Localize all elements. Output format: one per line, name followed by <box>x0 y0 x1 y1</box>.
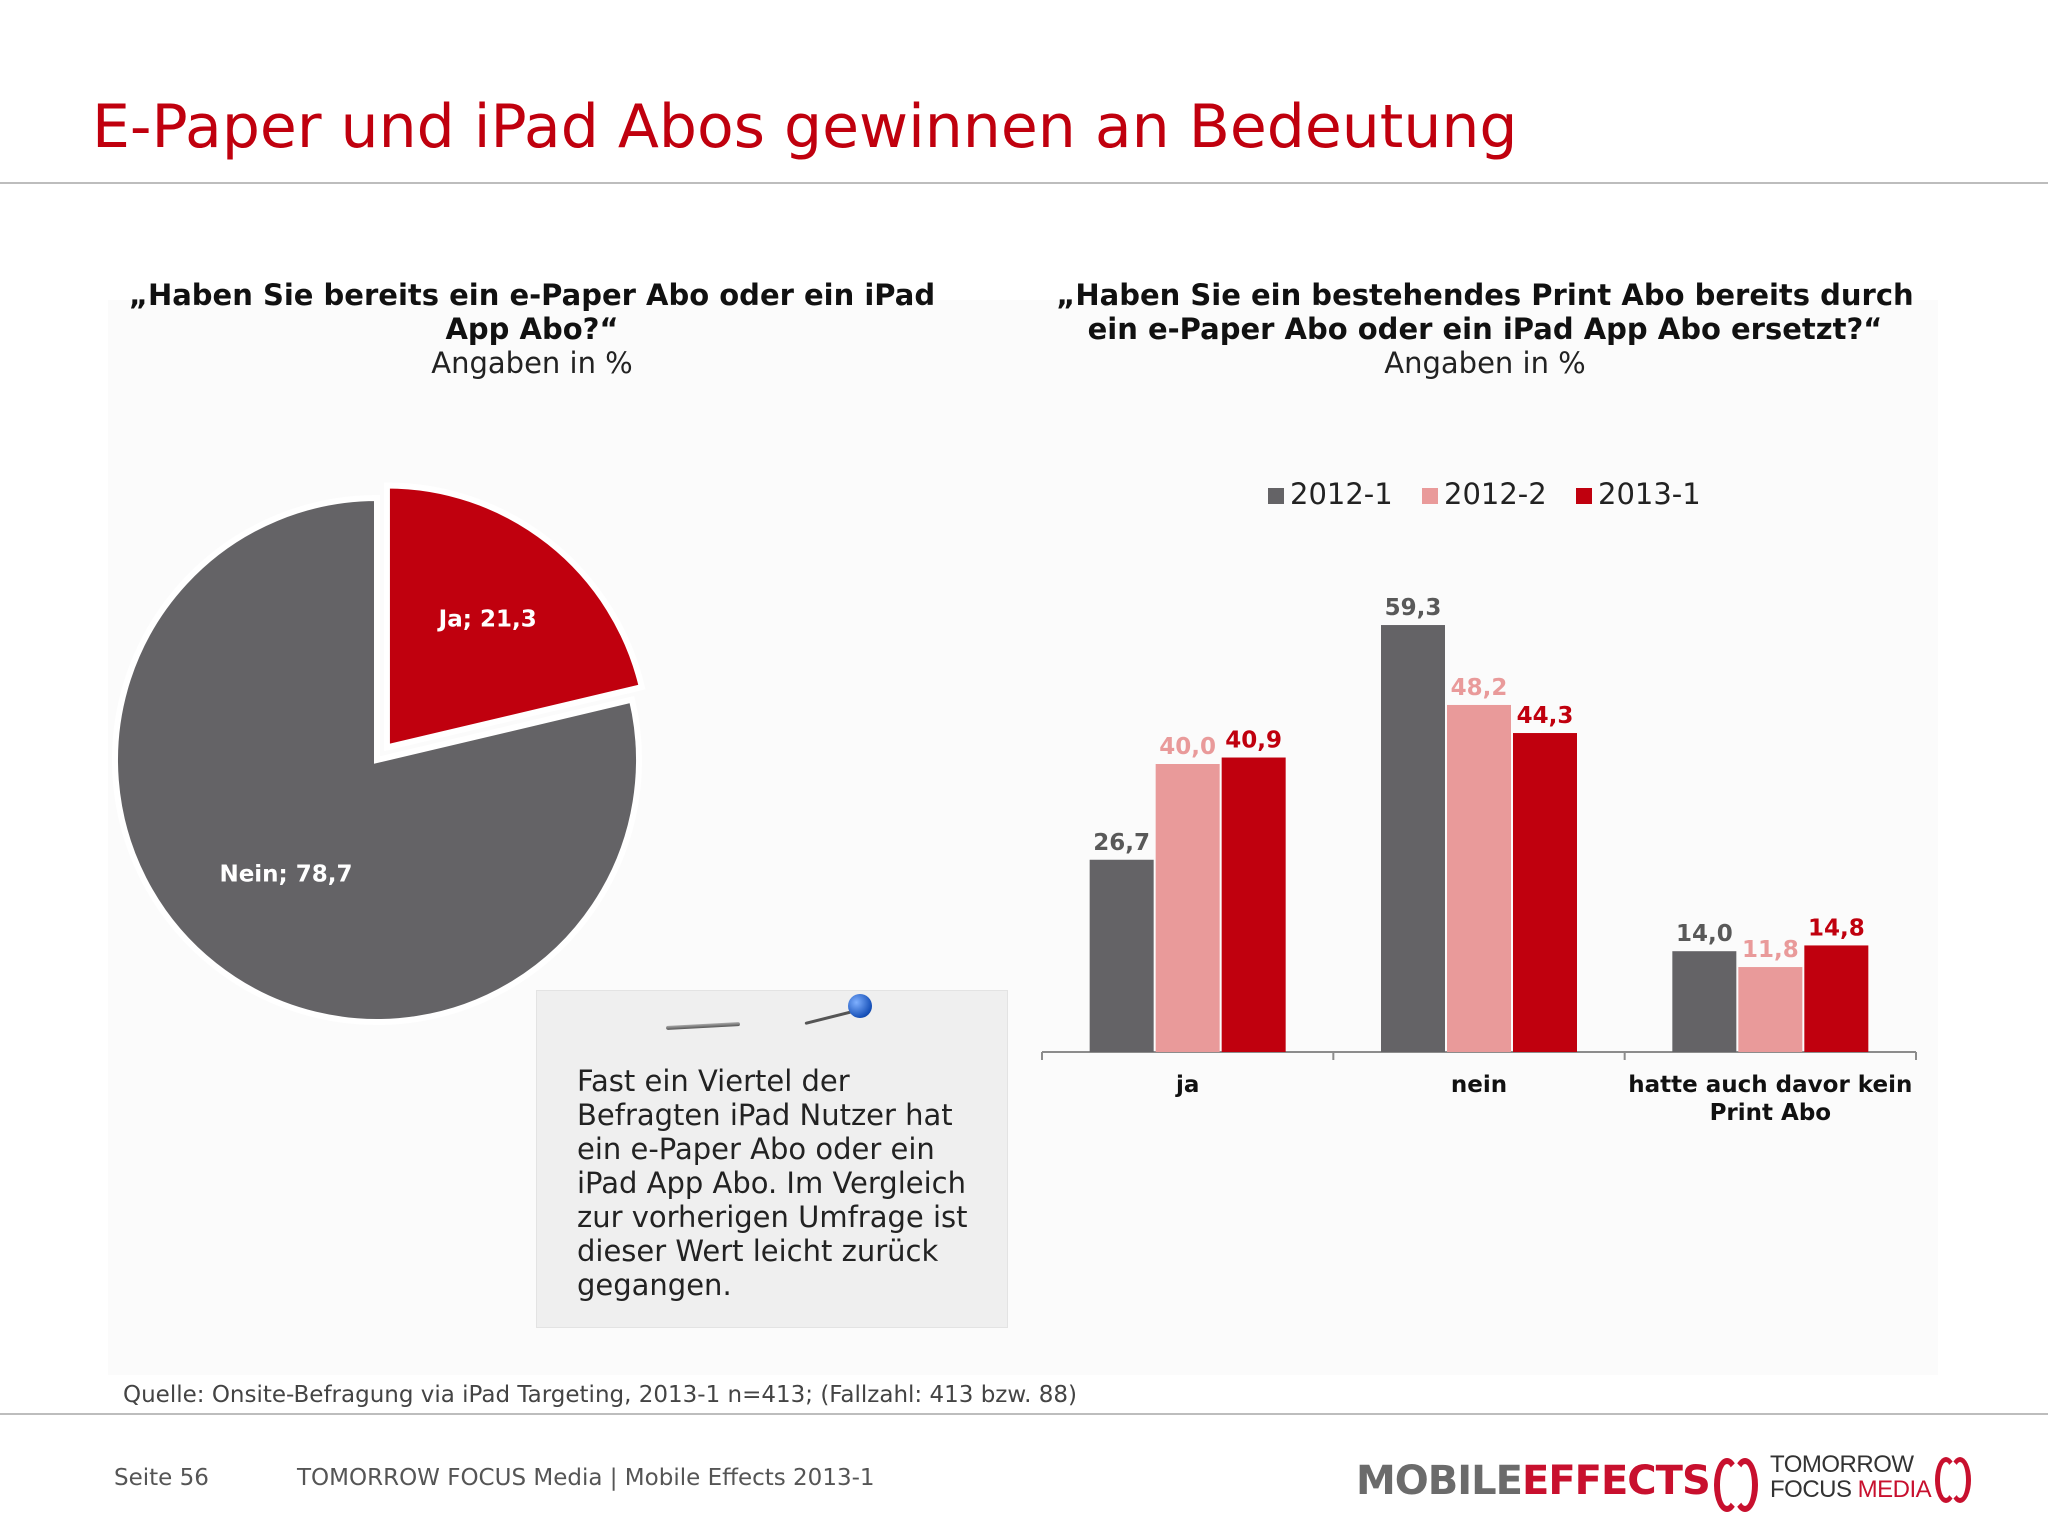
pie-slice-nein <box>112 494 642 1025</box>
bar-value-label: 40,0 <box>1159 734 1216 760</box>
legend-label-2013-1: 2013-1 <box>1598 477 1701 511</box>
tomorrow-focus-logo: TOMORROW FOCUS MEDIA <box>1770 1452 1972 1503</box>
bar-value-label: 14,8 <box>1808 915 1865 941</box>
bar-value-label: 48,2 <box>1451 675 1508 701</box>
legend-swatch-2012-2 <box>1422 488 1438 504</box>
note-text: Fast ein Viertel der Befragten iPad Nutz… <box>577 1064 968 1302</box>
bar-question-unit: Angaben in % <box>1384 346 1586 380</box>
pie-chart: Ja; 21,3 Nein; 78,7 <box>112 482 646 1025</box>
title-divider <box>0 182 2048 184</box>
x-tick-label: Print Abo <box>1710 1100 1832 1126</box>
pie-question-unit: Angaben in % <box>431 346 633 380</box>
bar-chart: 26,7 40,0 40,9 ja 59,3 48,2 44,3 nein 14,0 11,8 14… <box>1041 477 1917 1126</box>
pin-icon <box>665 1022 741 1030</box>
bar-question: „Haben Sie ein bestehendes Print Abo ber… <box>1030 278 1940 380</box>
bar-value-label: 44,3 <box>1517 703 1574 729</box>
pie-label-ja: Ja; 21,3 <box>437 607 537 633</box>
bar-2012-2-1 <box>1447 704 1511 1052</box>
footer-divider <box>0 1413 2048 1415</box>
logo-parens-icon <box>1713 1456 1758 1512</box>
footer-company: TOMORROW FOCUS Media | Mobile Effects 20… <box>297 1465 875 1491</box>
bar-value-label: 40,9 <box>1225 728 1282 754</box>
pie-question: „Haben Sie bereits ein e-Paper Abo oder … <box>92 278 972 380</box>
legend-swatch-2012-1 <box>1268 488 1284 504</box>
bar-2013-1-2 <box>1804 945 1869 1052</box>
note-card: Fast ein Viertel der Befragten iPad Nutz… <box>536 990 1008 1328</box>
page-title: E-Paper und iPad Abos gewinnen an Bedeut… <box>92 92 1518 162</box>
bar-value-label: 11,8 <box>1742 937 1799 963</box>
pie-label-nein: Nein; 78,7 <box>219 862 352 888</box>
bar-value-label: 14,0 <box>1676 921 1733 947</box>
x-tick-label: hatte auch davor kein <box>1628 1072 1912 1098</box>
legend-swatch-2013-1 <box>1576 488 1592 504</box>
bar-2012-1-0 <box>1089 859 1154 1052</box>
legend-label-2012-1: 2012-1 <box>1290 477 1393 511</box>
bar-2013-1-0 <box>1221 757 1286 1052</box>
bar-question-text: „Haben Sie ein bestehendes Print Abo ber… <box>1056 278 1914 346</box>
mobile-effects-logo: MOBILE EFFECTS <box>1356 1456 1758 1512</box>
logo-parens-icon <box>1935 1453 1972 1503</box>
bar-2012-1-2 <box>1672 951 1737 1052</box>
bar-2012-2-2 <box>1738 967 1803 1052</box>
bar-2012-2-0 <box>1155 764 1220 1052</box>
pie-question-text: „Haben Sie bereits ein e-Paper Abo oder … <box>128 278 936 346</box>
legend-label-2012-2: 2012-2 <box>1444 477 1547 511</box>
x-tick-label: nein <box>1451 1072 1507 1098</box>
bar-2012-1-1 <box>1381 625 1445 1052</box>
pie-slice-ja <box>383 482 646 752</box>
x-tick-label: ja <box>1175 1072 1199 1098</box>
bar-value-label: 26,7 <box>1093 830 1150 856</box>
pushpin-head-icon <box>848 994 872 1018</box>
bar-value-label: 59,3 <box>1385 595 1442 621</box>
bar-2013-1-1 <box>1513 733 1577 1052</box>
page-number: Seite 56 <box>114 1465 209 1491</box>
source-note: Quelle: Onsite-Befragung via iPad Target… <box>123 1382 1077 1408</box>
